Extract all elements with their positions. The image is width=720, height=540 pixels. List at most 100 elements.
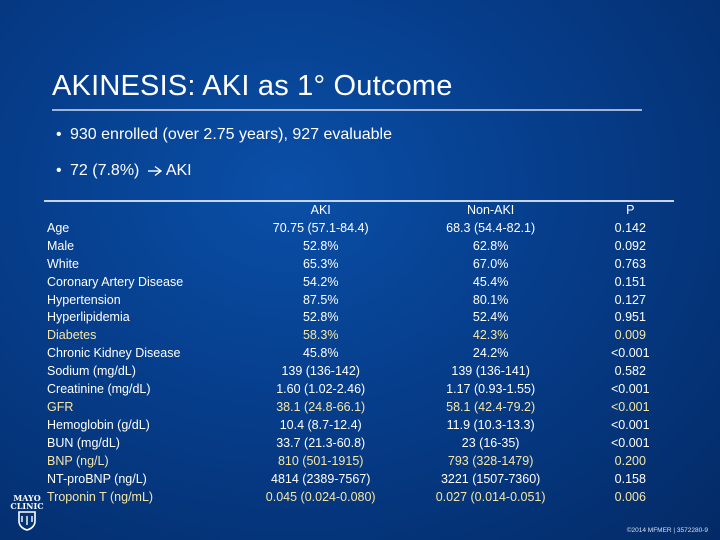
row-aki-value: 87.5% bbox=[302, 292, 339, 307]
row-p-value: 0.582 bbox=[614, 364, 646, 379]
row-p-value: <0.001 bbox=[611, 399, 650, 414]
row-p-value: 0.009 bbox=[614, 328, 646, 343]
row-non-aki-value: 67.0% bbox=[472, 256, 509, 271]
row-aki-value: 10.4 (8.7-12.4) bbox=[279, 417, 362, 432]
row-p-value: <0.001 bbox=[611, 382, 650, 397]
row-non-aki-value: 52.4% bbox=[472, 310, 509, 325]
row-non-aki-value: 23 (16-35) bbox=[461, 435, 520, 450]
header-label bbox=[44, 201, 244, 220]
table-row: Troponin T (ng/mL) 0.045 (0.024-0.080) 0.0… bbox=[44, 489, 674, 507]
row-aki-value: 0.045 (0.024-0.080) bbox=[265, 489, 376, 504]
table-row: Hyperlipidemia 52.8% 52.4% 0.951 bbox=[44, 309, 674, 327]
right-arrow-icon bbox=[147, 165, 162, 176]
header-non-aki: Non-AKI bbox=[467, 203, 515, 217]
row-label: NT-proBNP (ng/L) bbox=[47, 471, 147, 486]
table-row: Male 52.8% 62.8% 0.092 bbox=[44, 238, 674, 256]
table-row: NT-proBNP (ng/L) 4814 (2389-7567) 3221 (15… bbox=[44, 471, 674, 489]
slide-title: AKINESIS: AKI as 1° Outcome bbox=[52, 70, 453, 102]
header-p: P bbox=[626, 203, 635, 217]
row-label: White bbox=[47, 256, 79, 271]
row-aki-value: 1.60 (1.02-2.46) bbox=[276, 382, 366, 397]
bullet-text-after: AKI bbox=[165, 162, 192, 179]
row-p-value: 0.151 bbox=[614, 274, 646, 289]
row-label: GFR bbox=[47, 399, 74, 414]
row-label: Hyperlipidemia bbox=[47, 310, 130, 325]
row-non-aki-value: 793 (328-1479) bbox=[447, 453, 534, 468]
row-label: BUN (mg/dL) bbox=[47, 435, 120, 450]
table-row: Chronic Kidney Disease 45.8% 24.2% <0.001 bbox=[44, 345, 674, 363]
logo-line1: MAYO bbox=[13, 493, 41, 503]
row-p-value: 0.200 bbox=[614, 453, 646, 468]
row-label: BNP (ng/L) bbox=[47, 453, 109, 468]
mayo-clinic-logo: MAYO CLINIC bbox=[9, 494, 45, 534]
row-aki-value: 4814 (2389-7567) bbox=[271, 471, 371, 486]
row-p-value: 0.951 bbox=[614, 310, 646, 325]
row-non-aki-value: 68.3 (54.4-82.1) bbox=[446, 220, 536, 235]
row-aki-value: 52.8% bbox=[302, 238, 339, 253]
bullet-enrollment: • 930 enrolled (over 2.75 years), 927 eva… bbox=[56, 126, 392, 144]
row-label: Diabetes bbox=[47, 328, 97, 343]
row-non-aki-value: 3221 (1507-7360) bbox=[440, 471, 541, 486]
row-non-aki-value: 11.9 (10.3-13.3) bbox=[446, 417, 535, 432]
table-row: Hypertension 87.5% 80.1% 0.127 bbox=[44, 292, 674, 310]
table-body: Age 70.75 (57.1-84.4) 68.3 (54.4-82.1) 0.14… bbox=[44, 220, 674, 507]
row-non-aki-value: 45.4% bbox=[472, 274, 509, 289]
row-aki-value: 65.3% bbox=[302, 256, 339, 271]
row-label: Chronic Kidney Disease bbox=[47, 346, 181, 361]
row-p-value: <0.001 bbox=[611, 435, 650, 450]
row-aki-value: 52.8% bbox=[302, 310, 339, 325]
row-label: Creatinine (mg/dL) bbox=[47, 382, 151, 397]
row-aki-value: 38.1 (24.8-66.1) bbox=[276, 399, 366, 414]
row-label: Hemoglobin (g/dL) bbox=[47, 417, 150, 432]
row-label: Troponin T (ng/mL) bbox=[47, 489, 154, 504]
row-p-value: <0.001 bbox=[611, 346, 650, 361]
row-p-value: 0.763 bbox=[614, 256, 646, 271]
row-p-value: 0.158 bbox=[614, 471, 646, 486]
row-p-value: 0.127 bbox=[614, 292, 646, 307]
row-non-aki-value: 80.1% bbox=[472, 292, 509, 307]
row-aki-value: 33.7 (21.3-60.8) bbox=[276, 435, 366, 450]
row-aki-value: 45.8% bbox=[302, 346, 339, 361]
table-row: Sodium (mg/dL) 139 (136-142) 139 (136-141)… bbox=[44, 363, 674, 381]
table-row: Diabetes 58.3% 42.3% 0.009 bbox=[44, 327, 674, 345]
row-p-value: <0.001 bbox=[611, 417, 650, 432]
table-row: Hemoglobin (g/dL) 10.4 (8.7-12.4) 11.9 (10… bbox=[44, 417, 674, 435]
row-p-value: 0.006 bbox=[614, 489, 646, 504]
table-row: Coronary Artery Disease 54.2% 45.4% 0.151 bbox=[44, 274, 674, 292]
bullet-dot: • bbox=[56, 126, 62, 143]
bullet-aki-count: • 72 (7.8%) AKI bbox=[56, 162, 192, 180]
table-header-row: AKI Non-AKI P bbox=[44, 201, 674, 220]
row-p-value: 0.142 bbox=[614, 220, 646, 235]
row-aki-value: 70.75 (57.1-84.4) bbox=[272, 220, 369, 235]
bullet-dot: • bbox=[56, 162, 62, 179]
row-aki-value: 139 (136-142) bbox=[281, 364, 360, 379]
row-p-value: 0.092 bbox=[614, 238, 646, 253]
table-row: GFR 38.1 (24.8-66.1) 58.1 (42.4-79.2) <0.00… bbox=[44, 399, 674, 417]
outcome-table: AKI Non-AKI P Age 70.75 (57.1-84.4) 68.3 (… bbox=[44, 200, 674, 506]
row-non-aki-value: 62.8% bbox=[472, 238, 509, 253]
row-non-aki-value: 24.2% bbox=[472, 346, 509, 361]
copyright-footer: ©2014 MFMER | 3572280-9 bbox=[626, 527, 708, 534]
row-non-aki-value: 0.027 (0.014-0.051) bbox=[435, 489, 546, 504]
row-label: Male bbox=[47, 238, 75, 253]
row-aki-value: 54.2% bbox=[302, 274, 339, 289]
row-non-aki-value: 1.17 (0.93-1.55) bbox=[446, 382, 536, 397]
logo-line2: CLINIC bbox=[10, 501, 44, 511]
row-label: Coronary Artery Disease bbox=[47, 274, 184, 289]
table-row: BUN (mg/dL) 33.7 (21.3-60.8) 23 (16-35) <0.… bbox=[44, 435, 674, 453]
row-label: Sodium (mg/dL) bbox=[47, 364, 136, 379]
row-label: Hypertension bbox=[47, 292, 121, 307]
row-aki-value: 810 (501-1915) bbox=[277, 453, 364, 468]
title-underline bbox=[52, 109, 642, 111]
row-label: Age bbox=[47, 220, 70, 235]
row-aki-value: 58.3% bbox=[302, 328, 339, 343]
header-aki: AKI bbox=[310, 203, 331, 217]
shield-icon bbox=[18, 511, 36, 531]
table-row: Creatinine (mg/dL) 1.60 (1.02-2.46) 1.17 (… bbox=[44, 381, 674, 399]
bullet-text: 930 enrolled (over 2.75 years), 927 eval… bbox=[70, 126, 392, 143]
row-non-aki-value: 139 (136-141) bbox=[451, 364, 530, 379]
bullet-text: 72 (7.8%) bbox=[70, 162, 140, 179]
table-row: White 65.3% 67.0% 0.763 bbox=[44, 256, 674, 274]
table-row: BNP (ng/L) 810 (501-1915) 793 (328-1479) 0.… bbox=[44, 453, 674, 471]
row-non-aki-value: 42.3% bbox=[472, 328, 509, 343]
